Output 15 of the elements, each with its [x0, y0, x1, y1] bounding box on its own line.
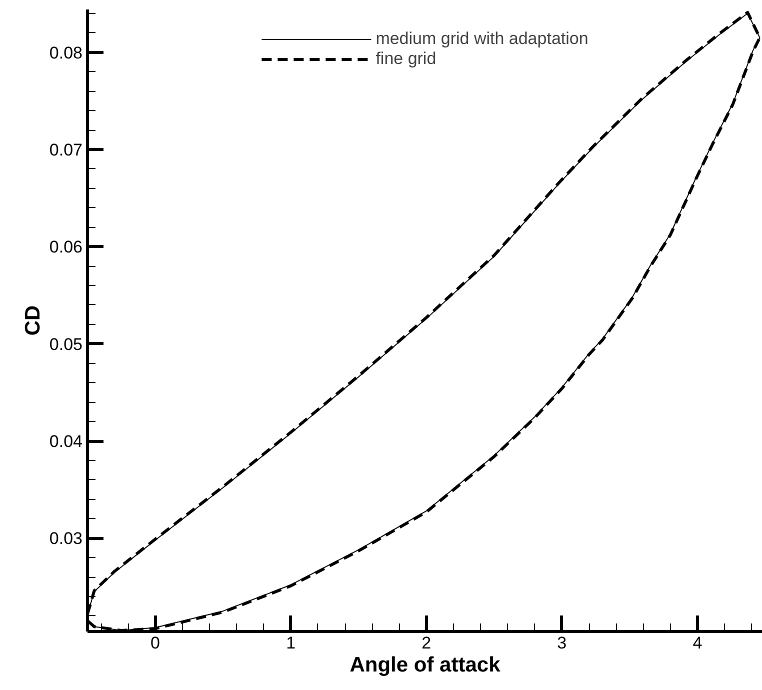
y-tick-label: 0.06 — [49, 238, 83, 257]
x-tick-label: 4 — [692, 634, 702, 652]
x-tick-label: 1 — [286, 634, 296, 652]
y-tick-label: 0.03 — [49, 529, 83, 548]
y-tick-label: 0.08 — [49, 43, 83, 62]
y-tick-label: 0.04 — [49, 432, 83, 452]
x-tick-label: 2 — [422, 634, 432, 652]
x-tick-label: 3 — [557, 634, 567, 652]
text: fine grid — [376, 49, 436, 69]
y-tick-label: 0.05 — [49, 334, 83, 354]
y-axis-title: CD — [21, 305, 44, 336]
text: medium grid with adaptation — [376, 29, 588, 49]
x-axis-title: Angle of attack — [350, 654, 501, 676]
y-tick-label: 0.07 — [49, 140, 83, 160]
x-tick-label: 0 — [150, 634, 160, 652]
